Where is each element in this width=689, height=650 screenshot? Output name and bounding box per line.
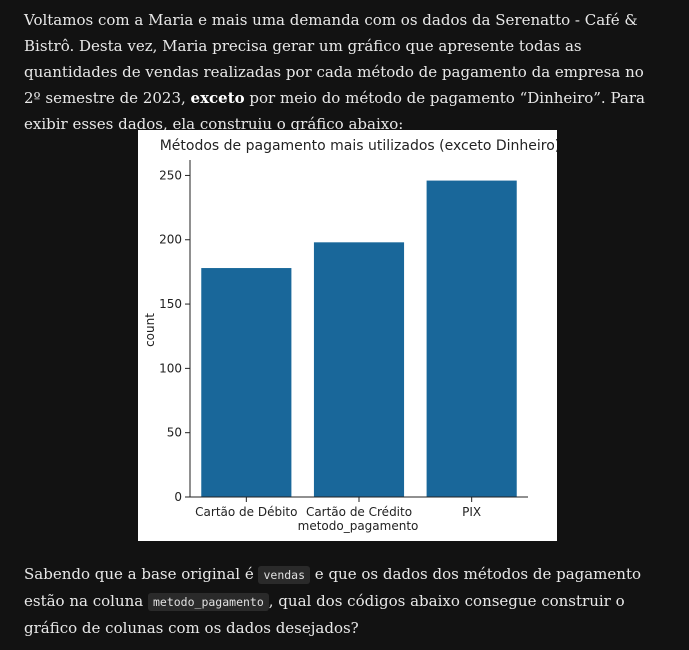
intro-text-2: por meio do método de pagamento “Dinheir… — [24, 89, 645, 133]
question-text-3: , qual dos códigos abaixo consegue const… — [24, 592, 625, 637]
x-tick-label: PIX — [462, 505, 481, 519]
bar — [201, 268, 292, 497]
y-tick-label: 100 — [159, 361, 182, 375]
question-text-1: Sabendo que a base original é — [24, 565, 259, 583]
inline-code-metodo-pagamento: metodo_pagamento — [147, 593, 269, 611]
x-tick-label: Cartão de Crédito — [306, 505, 412, 519]
y-tick-label: 50 — [167, 426, 182, 440]
y-tick-label: 0 — [174, 490, 182, 504]
intro-paragraph: Voltamos com a Maria e mais uma demanda … — [24, 7, 664, 137]
x-tick-label: Cartão de Débito — [195, 505, 297, 519]
question-paragraph: Sabendo que a base original é vendas e q… — [24, 561, 664, 641]
bar-chart: Métodos de pagamento mais utilizados (ex… — [143, 138, 557, 533]
y-tick-label: 150 — [159, 297, 182, 311]
bar — [313, 242, 405, 497]
intro-emphasis: exceto — [190, 89, 245, 107]
question-text-2: e que os dados dos métodos de pagamento … — [24, 565, 642, 610]
y-axis-label: count — [143, 313, 157, 347]
x-axis-label: metodo_pagamento — [298, 519, 419, 533]
inline-code-vendas: vendas — [258, 566, 311, 584]
y-tick-label: 250 — [159, 168, 182, 182]
bar — [426, 180, 517, 498]
plot-area: Cartão de Débito Cartão de Crédito PIX 0 50 1… — [159, 160, 528, 519]
intro-text-1: Voltamos com a Maria e mais uma demanda … — [24, 11, 644, 107]
y-tick-label: 200 — [159, 233, 182, 247]
chart-figure: Métodos de pagamento mais utilizados (ex… — [138, 130, 557, 541]
chart-title: Métodos de pagamento mais utilizados (ex… — [160, 138, 557, 154]
